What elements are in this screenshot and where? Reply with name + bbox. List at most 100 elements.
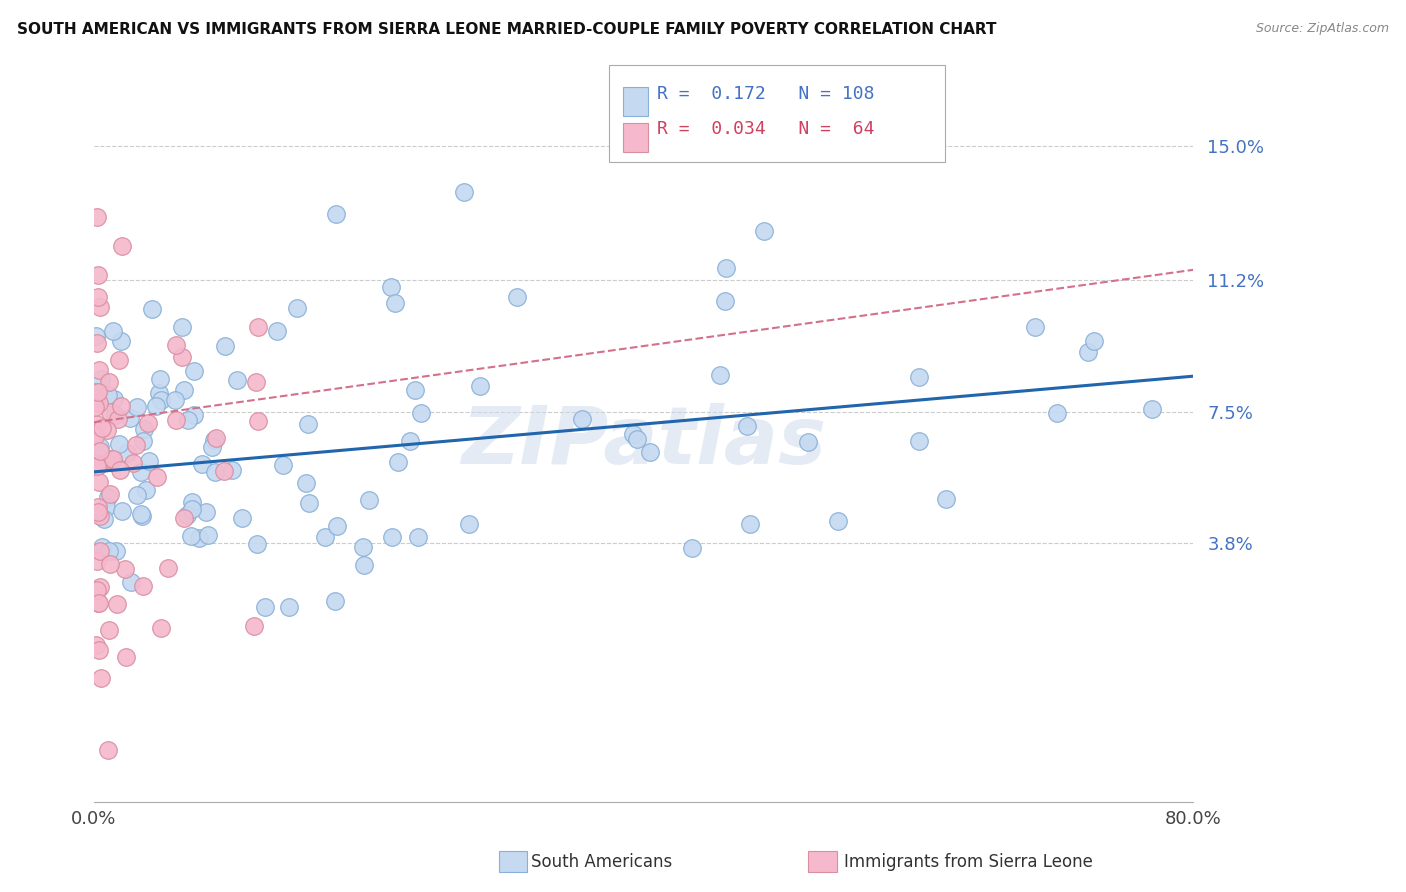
Point (89, 580, 111, 594)
Point (165, 338, 187, 352)
Point (93, 512, 115, 526)
Point (323, 593, 346, 607)
Point (120, 574, 142, 589)
Point (114, 562, 136, 576)
Point (118, 410, 141, 425)
Point (907, 434, 929, 448)
Point (104, 408, 127, 422)
Point (191, 457, 214, 471)
Point (183, 364, 205, 378)
Point (111, 504, 134, 518)
Point (125, 438, 148, 452)
Point (86, 210, 108, 224)
Text: South Americans: South Americans (531, 853, 672, 871)
Point (89, 441, 111, 455)
Point (97, 387, 120, 401)
Point (254, 599, 277, 614)
Point (91, 421, 114, 435)
Point (735, 419, 758, 434)
Point (83, 429, 105, 443)
Point (246, 537, 269, 551)
Point (87, 385, 110, 400)
Point (180, 495, 202, 509)
Point (122, 456, 145, 470)
Point (1083, 334, 1105, 348)
Point (101, 451, 124, 466)
Point (84, 385, 107, 400)
Point (411, 406, 433, 420)
Point (148, 385, 170, 400)
Point (285, 301, 308, 315)
Point (135, 483, 157, 497)
Point (458, 517, 481, 532)
Point (195, 505, 218, 519)
Point (754, 224, 776, 238)
Point (357, 492, 380, 507)
Point (86, 417, 108, 431)
Point (202, 434, 225, 448)
Point (387, 455, 409, 469)
Point (98, 624, 121, 638)
Point (226, 373, 249, 387)
Point (103, 392, 125, 406)
Point (709, 368, 731, 382)
Point (177, 413, 200, 427)
Point (170, 351, 193, 365)
Point (1024, 319, 1046, 334)
Point (90, 540, 112, 554)
Point (115, 446, 138, 460)
Point (125, 400, 148, 414)
Point (381, 530, 404, 544)
Point (214, 339, 236, 353)
Point (183, 408, 205, 422)
Point (132, 434, 155, 448)
Point (96, 500, 118, 514)
Point (101, 324, 124, 338)
Point (97, 743, 120, 757)
Point (201, 440, 224, 454)
Point (638, 445, 661, 459)
Point (90, 671, 112, 685)
Text: Source: ZipAtlas.com: Source: ZipAtlas.com (1256, 22, 1389, 36)
Point (406, 531, 429, 545)
Point (353, 558, 375, 573)
Point (246, 319, 269, 334)
Point (165, 392, 187, 407)
Point (468, 378, 491, 392)
Point (297, 417, 319, 431)
Point (97, 491, 120, 505)
Point (136, 416, 159, 430)
Point (150, 621, 173, 635)
Point (141, 302, 163, 317)
Point (83, 427, 105, 442)
Point (626, 432, 648, 446)
Point (935, 492, 957, 507)
Point (132, 579, 155, 593)
Text: R =  0.172   N = 108: R = 0.172 N = 108 (657, 85, 875, 103)
Point (89, 508, 111, 523)
Point (380, 279, 402, 293)
Point (87, 290, 110, 304)
Point (89, 544, 111, 558)
Point (86, 458, 108, 473)
Point (84, 391, 107, 405)
Text: SOUTH AMERICAN VS IMMIGRANTS FROM SIERRA LEONE MARRIED-COUPLE FAMILY POVERTY COR: SOUTH AMERICAN VS IMMIGRANTS FROM SIERRA… (17, 22, 997, 37)
Point (243, 619, 266, 633)
Point (187, 531, 209, 545)
Point (100, 451, 122, 466)
Point (231, 511, 253, 525)
Point (89, 643, 111, 657)
Point (86, 583, 108, 598)
Point (105, 544, 128, 558)
Point (145, 470, 167, 484)
Point (453, 185, 475, 199)
Point (1077, 345, 1099, 359)
Point (266, 324, 288, 338)
Point (125, 488, 148, 502)
Point (204, 465, 226, 479)
Point (156, 561, 179, 575)
Point (173, 383, 195, 397)
Point (129, 508, 152, 522)
Point (105, 597, 128, 611)
Point (110, 334, 132, 348)
